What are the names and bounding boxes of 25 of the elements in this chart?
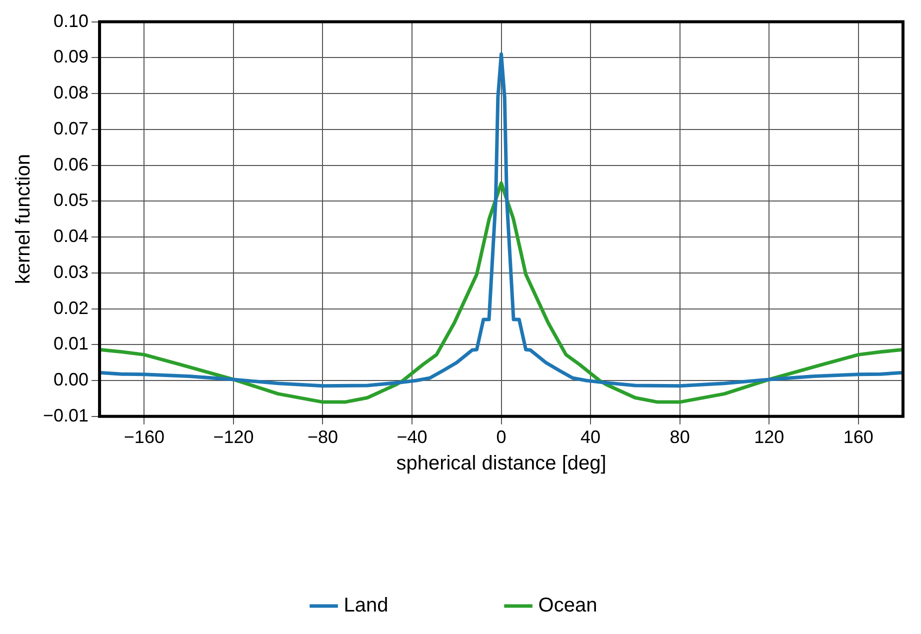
- y-tick-label: 0.05: [54, 190, 89, 210]
- y-tick-label: 0.07: [54, 118, 89, 138]
- x-tick-label: 160: [843, 427, 874, 448]
- y-tick-label: 0.00: [54, 369, 89, 390]
- x-tick-label: −40: [396, 427, 428, 448]
- legend-label: Land: [344, 594, 388, 617]
- y-tick-label: 0.04: [54, 226, 89, 246]
- y-tick-label: 0.09: [54, 46, 89, 67]
- y-tick-label: 0.10: [54, 10, 89, 31]
- y-tick-label: 0.03: [54, 262, 89, 282]
- x-tick-label: −160: [124, 427, 164, 448]
- legend-label: Ocean: [538, 594, 598, 617]
- y-tick-label: 0.06: [54, 154, 89, 174]
- x-tick-label: −120: [213, 427, 254, 448]
- x-tick-label: −80: [307, 427, 338, 448]
- y-tick-label: 0.02: [54, 298, 89, 318]
- x-tick-label: 80: [670, 427, 690, 448]
- x-tick-label: 120: [754, 427, 784, 448]
- x-tick-label: 40: [580, 427, 601, 448]
- x-axis-title: spherical distance [deg]: [396, 452, 606, 475]
- y-tick-label: 0.08: [54, 82, 89, 103]
- y-tick-label: 0.01: [54, 334, 89, 354]
- y-tick-label: −0.01: [43, 405, 89, 426]
- x-tick-label: 0: [496, 427, 506, 448]
- y-axis-title: kernel function: [12, 154, 35, 284]
